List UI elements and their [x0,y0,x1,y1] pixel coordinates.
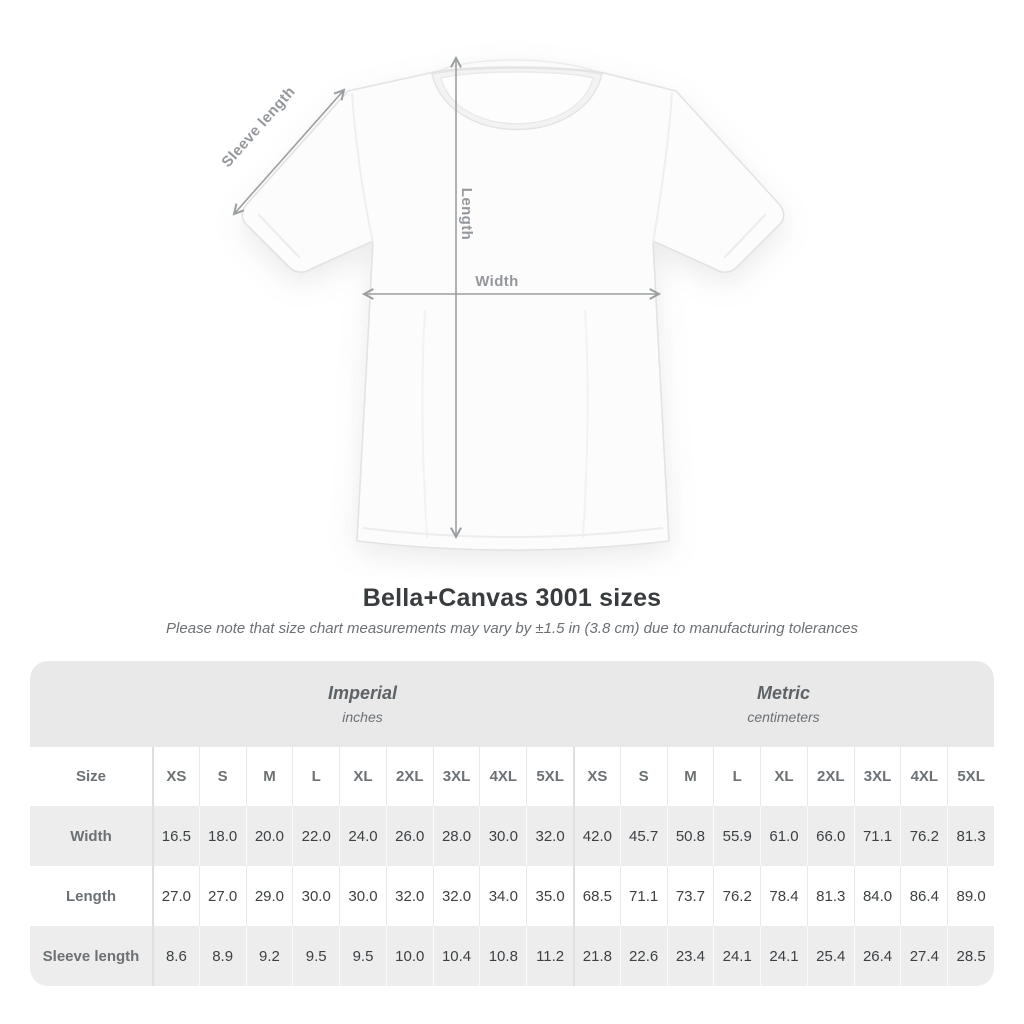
size-row-header: Size [30,747,152,806]
cell-value-metric: 25.4 [806,926,854,986]
size-col-header-metric: L [713,747,761,806]
cell-value-metric: 71.1 [853,806,901,866]
cell-value-metric: 89.0 [947,866,994,926]
cell-value-metric: 24.1 [713,926,761,986]
metric-group-name: Metric [756,683,810,703]
cell-value-imperial: 10.0 [385,926,433,986]
size-col-header-imperial: 4XL [479,747,527,806]
size-grid: Size XS S M L XL 2XL 3XL 4XL 5XL XS S M L XL 2XL 3XL 4XL 5… [30,747,994,986]
row-label: Length [30,866,152,926]
cell-value-imperial: 32.0 [432,866,480,926]
cell-value-imperial: 30.0 [292,866,340,926]
cell-value-imperial: 11.2 [526,926,573,986]
cell-value-imperial: 9.2 [245,926,293,986]
size-col-header-imperial: 3XL [432,747,480,806]
cell-value-metric: 45.7 [619,806,667,866]
size-col-header-imperial: XS [152,747,199,806]
caption-block: Bella+Canvas 3001 sizes Please note that… [0,584,1024,637]
cell-value-metric: 42.0 [573,806,620,866]
size-col-header-imperial: M [245,747,293,806]
cell-value-imperial: 35.0 [526,866,573,926]
width-label: Width [475,273,519,290]
size-col-header-imperial: S [198,747,246,806]
cell-value-imperial: 24.0 [339,806,386,866]
cell-value-imperial: 29.0 [245,866,293,926]
cell-value-imperial: 34.0 [479,866,527,926]
size-col-header-metric: XS [573,747,620,806]
cell-value-metric: 78.4 [760,866,807,926]
cell-value-imperial: 32.0 [385,866,433,926]
cell-value-metric: 22.6 [619,926,667,986]
cell-value-imperial: 8.9 [198,926,246,986]
tshirt-shape [241,59,785,551]
cell-value-imperial: 18.0 [198,806,246,866]
row-label: Width [30,806,152,866]
cell-value-metric: 61.0 [760,806,807,866]
cell-value-imperial: 26.0 [385,806,433,866]
cell-value-imperial: 9.5 [292,926,340,986]
cell-value-imperial: 8.6 [152,926,199,986]
cell-value-metric: 27.4 [900,926,948,986]
cell-value-imperial: 27.0 [198,866,246,926]
cell-value-metric: 76.2 [713,866,761,926]
imperial-group-unit: inches [342,709,383,725]
cell-value-metric: 76.2 [900,806,948,866]
unit-header-band: Imperial inches Metric centimeters [30,661,994,747]
cell-value-imperial: 32.0 [526,806,573,866]
size-col-header-imperial: 5XL [526,747,573,806]
cell-value-imperial: 16.5 [152,806,199,866]
cell-value-metric: 66.0 [806,806,854,866]
tshirt-illustration: Sleeve length Length Width [218,55,785,551]
cell-value-metric: 81.3 [806,866,854,926]
size-col-header-metric: 5XL [947,747,994,806]
cell-value-metric: 71.1 [619,866,667,926]
size-chart-table: Imperial inches Metric centimeters Size X… [30,661,994,986]
size-col-header-metric: 3XL [853,747,901,806]
cell-value-metric: 26.4 [853,926,901,986]
cell-value-metric: 24.1 [760,926,807,986]
size-col-header-metric: M [666,747,714,806]
tshirt-measurement-diagram: Sleeve length Length Width [218,55,785,551]
cell-value-imperial: 30.0 [479,806,527,866]
metric-group-header: Metric centimeters [573,661,994,747]
sleeve-length-label: Sleeve length [218,83,298,170]
size-col-header-metric: S [619,747,667,806]
cell-value-imperial: 22.0 [292,806,340,866]
row-label: Sleeve length [30,926,152,986]
unit-header-spacer [30,661,152,747]
cell-value-metric: 81.3 [947,806,994,866]
cell-value-metric: 68.5 [573,866,620,926]
page-subtitle: Please note that size chart measurements… [166,620,858,637]
cell-value-imperial: 10.4 [432,926,480,986]
cell-value-imperial: 28.0 [432,806,480,866]
length-label: Length [458,188,475,240]
size-col-header-imperial: 2XL [385,747,433,806]
size-col-header-metric: 4XL [900,747,948,806]
cell-value-imperial: 10.8 [479,926,527,986]
cell-value-metric: 21.8 [573,926,620,986]
cell-value-metric: 28.5 [947,926,994,986]
cell-value-metric: 23.4 [666,926,714,986]
cell-value-metric: 84.0 [853,866,901,926]
cell-value-imperial: 20.0 [245,806,293,866]
size-col-header-imperial: L [292,747,340,806]
sleeve-length-arrow [232,88,346,216]
cell-value-metric: 55.9 [713,806,761,866]
page-title: Bella+Canvas 3001 sizes [362,584,662,612]
size-col-header-metric: 2XL [806,747,854,806]
cell-value-metric: 50.8 [666,806,714,866]
cell-value-imperial: 30.0 [339,866,386,926]
imperial-group-header: Imperial inches [152,661,573,747]
cell-value-metric: 86.4 [900,866,948,926]
size-col-header-imperial: XL [339,747,386,806]
cell-value-metric: 73.7 [666,866,714,926]
metric-group-unit: centimeters [747,709,820,725]
size-col-header-metric: XL [760,747,807,806]
cell-value-imperial: 27.0 [152,866,199,926]
cell-value-imperial: 9.5 [339,926,386,986]
imperial-group-name: Imperial [327,683,398,703]
